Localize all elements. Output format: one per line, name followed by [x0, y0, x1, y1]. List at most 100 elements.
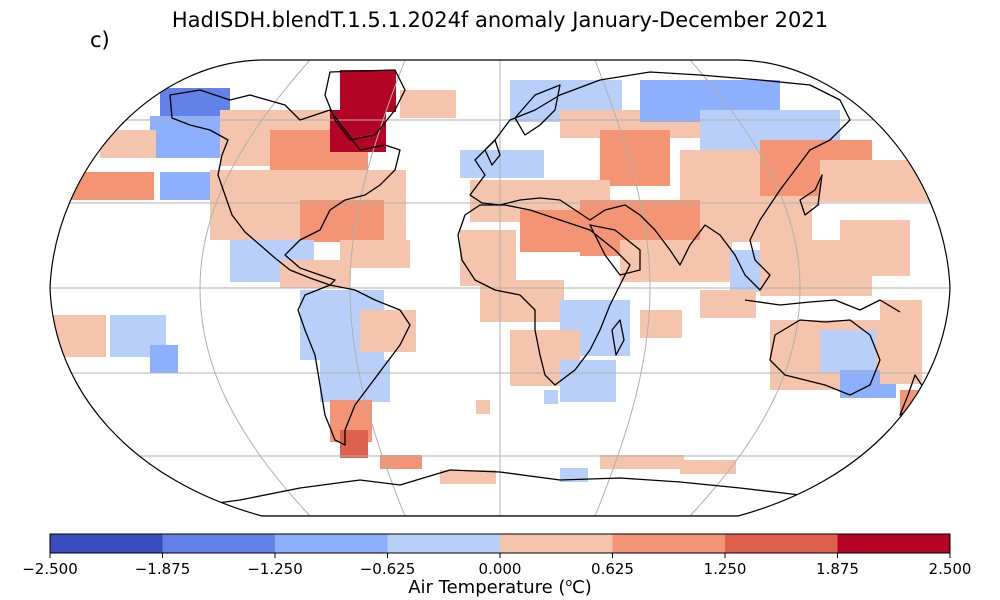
anomaly-cell: [636, 214, 650, 228]
anomaly-cell: [614, 455, 628, 469]
anomaly-cell: [244, 268, 258, 282]
anomaly-cell: [708, 460, 722, 474]
anomaly-cell: [686, 124, 700, 138]
anomaly-cell: [160, 172, 174, 186]
colorbar-segments: [50, 534, 951, 553]
anomaly-cell: [460, 150, 474, 164]
anomaly-cell: [402, 310, 416, 324]
colorbar-tick-label: 0.000: [478, 560, 522, 578]
anomaly-cell: [868, 384, 882, 398]
coast-africa: [457, 204, 631, 386]
anomaly-cell: [330, 400, 344, 414]
anomaly-cell: [210, 212, 224, 226]
anomaly-cell: [382, 70, 396, 84]
anomaly-cell: [728, 124, 742, 138]
anomaly-cell: [722, 150, 736, 164]
anomaly-cell: [784, 376, 798, 390]
anomaly-cell: [654, 94, 668, 108]
anomaly-cell: [588, 124, 602, 138]
anomaly-cell: [140, 186, 154, 200]
anomaly-cell: [220, 138, 234, 152]
anomaly-cell: [820, 358, 834, 372]
anomaly-cell: [460, 272, 474, 286]
anomaly-cell: [784, 214, 798, 228]
anomaly-cell: [340, 70, 354, 84]
colorbar-segment: [500, 534, 613, 553]
anomaly-cell: [294, 170, 308, 184]
anomaly-cell: [880, 328, 894, 342]
anomaly-cell: [284, 144, 298, 158]
anomaly-cell: [538, 344, 552, 358]
anomaly-cell: [640, 310, 654, 324]
anomaly-cell: [538, 94, 552, 108]
anomaly-cell: [502, 164, 516, 178]
anomaly-cell: [328, 332, 342, 346]
anomaly-cell: [354, 70, 368, 84]
anomaly-cell: [600, 455, 614, 469]
anomaly-cell: [460, 230, 474, 244]
anomaly-cell: [474, 244, 488, 258]
anomaly-cell: [64, 329, 78, 343]
anomaly-cell: [562, 210, 576, 224]
anomaly-cell: [270, 130, 284, 144]
anomaly-cell: [356, 228, 370, 242]
anomaly-cell: [798, 228, 812, 242]
anomaly-cell: [890, 174, 904, 188]
anomaly-cell: [382, 240, 396, 254]
anomaly-cell: [868, 220, 882, 234]
anomaly-map: [49, 59, 951, 517]
anomaly-cell: [266, 212, 280, 226]
anomaly-cell: [574, 360, 588, 374]
anomaly-cell: [308, 274, 322, 288]
anomaly-cell: [238, 226, 252, 240]
anomaly-cell: [696, 94, 710, 108]
anomaly-cell: [526, 180, 540, 194]
anomaly-cell: [656, 144, 670, 158]
anomaly-cell: [364, 170, 378, 184]
anomaly-cell: [710, 80, 724, 94]
anomaly-cell: [600, 158, 614, 172]
anomaly-cell: [360, 338, 374, 352]
anomaly-cell: [854, 220, 868, 234]
anomaly-cell: [344, 138, 358, 152]
anomaly-cell: [342, 346, 356, 360]
anomaly-cell: [308, 170, 322, 184]
anomaly-cell: [816, 140, 830, 154]
anomaly-cell: [334, 388, 348, 402]
anomaly-cell: [862, 358, 876, 372]
anomaly-cell: [602, 374, 616, 388]
anomaly-cell: [634, 254, 648, 268]
anomaly-cell: [718, 254, 732, 268]
anomaly-cell: [294, 274, 308, 288]
anomaly-cell: [64, 315, 78, 329]
anomaly-cell: [334, 360, 348, 374]
anomaly-cell: [210, 226, 224, 240]
anomaly-cell: [588, 314, 602, 328]
anomaly-cell: [502, 258, 516, 272]
anomaly-cell: [488, 230, 502, 244]
anomaly-cell: [354, 158, 368, 172]
anomaly-cell: [358, 414, 372, 428]
anomaly-cell: [428, 90, 442, 104]
anomaly-cell: [308, 184, 322, 198]
anomaly-cell: [312, 144, 326, 158]
anomaly-cell: [704, 240, 718, 254]
anomaly-cell: [728, 228, 742, 242]
anomaly-cell: [140, 172, 154, 186]
anomaly-cell: [728, 290, 742, 304]
anomaly-cell: [368, 240, 382, 254]
anomaly-cell: [340, 444, 354, 458]
anomaly-cell: [326, 158, 340, 172]
anomaly-cell: [812, 124, 826, 138]
anomaly-cell: [568, 180, 582, 194]
anomaly-cell: [756, 228, 770, 242]
anomaly-cell: [854, 248, 868, 262]
anomaly-cell: [336, 274, 350, 288]
anomaly-cell: [854, 262, 868, 276]
anomaly-cell: [802, 240, 816, 254]
anomaly-cell: [820, 188, 834, 202]
anomaly-cell: [890, 188, 904, 202]
anomaly-cell: [378, 184, 392, 198]
anomaly-cell: [340, 98, 354, 112]
anomaly-cell: [714, 228, 728, 242]
